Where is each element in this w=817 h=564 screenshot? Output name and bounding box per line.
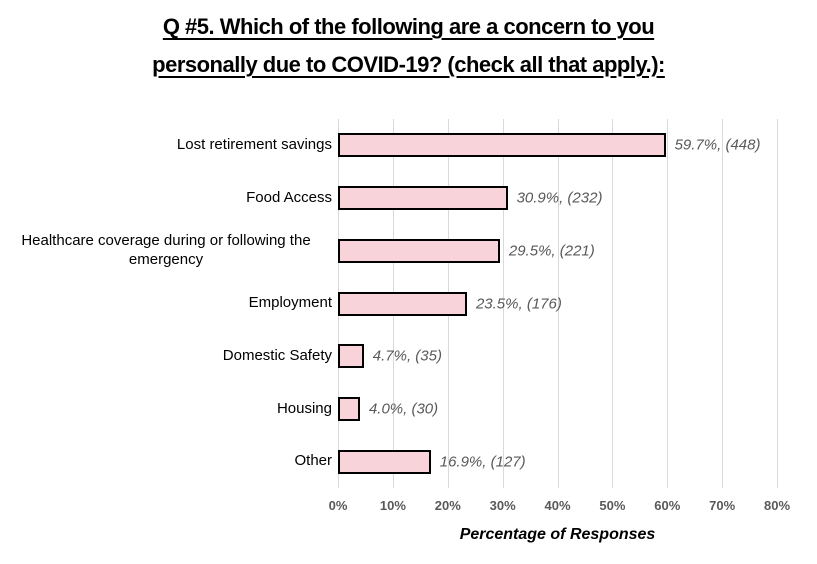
bar-6 <box>338 396 360 421</box>
bar-4 <box>338 291 467 316</box>
gridline <box>667 119 669 488</box>
x-tick-label: 80% <box>763 498 791 513</box>
category-label: Housing <box>276 399 332 417</box>
data-label: 29.5%, (221) <box>508 242 595 260</box>
category-label: Food Access <box>246 188 332 206</box>
x-tick-label: 20% <box>434 498 461 513</box>
data-label: 59.7%, (448) <box>674 136 761 154</box>
gridline <box>722 119 724 488</box>
x-tick-label: 40% <box>544 498 571 513</box>
category-label: Other <box>294 452 332 470</box>
x-tick-label: 50% <box>599 498 626 513</box>
data-label: 16.9%, (127) <box>439 453 526 471</box>
category-label: Healthcare coverage during or following … <box>21 232 311 268</box>
data-label: 4.0%, (30) <box>368 400 439 418</box>
bar-3 <box>338 238 500 263</box>
gridline <box>502 119 504 488</box>
category-label: Domestic Safety <box>222 346 332 364</box>
gridline <box>612 119 614 488</box>
x-tick-label: 0% <box>328 498 348 513</box>
x-tick-label: 70% <box>709 498 736 513</box>
chart-title-line2: personally due to COVID-19? (check all t… <box>152 52 665 77</box>
x-tick-label: 10% <box>379 498 406 513</box>
data-label: 30.9%, (232) <box>516 189 603 207</box>
x-axis-title: Percentage of Responses <box>459 526 656 543</box>
category-label: Employment <box>248 294 332 312</box>
data-label: 4.7%, (35) <box>372 347 442 365</box>
bar-5 <box>338 344 364 369</box>
x-tick-label: 60% <box>654 498 681 513</box>
x-tick-label: 30% <box>489 498 516 513</box>
chart-title-line1: Q #5. Which of the following are a conce… <box>162 14 655 39</box>
gridline <box>557 119 559 488</box>
chart-title: Q #5. Which of the following are a conce… <box>0 8 817 84</box>
category-label: Lost retirement savings <box>176 135 332 153</box>
bar-1 <box>338 133 666 158</box>
bar-2 <box>338 186 508 211</box>
gridline <box>777 119 778 488</box>
bar-7 <box>338 449 431 474</box>
data-label: 23.5%, (176) <box>475 295 562 312</box>
